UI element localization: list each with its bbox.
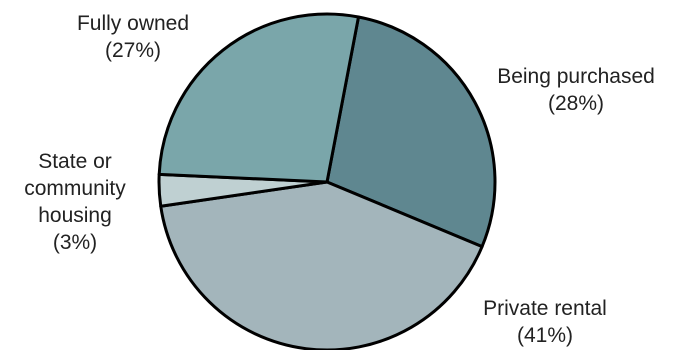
label-private-rental-percent: (41%) bbox=[517, 324, 573, 347]
label-state-line-2: community bbox=[24, 177, 126, 200]
label-being-purchased-percent: (28%) bbox=[548, 92, 604, 115]
pie-slice-fully-owned bbox=[157, 12, 360, 184]
pie-slice-private-rental bbox=[159, 180, 484, 350]
label-fully-owned: Fully owned (27%) bbox=[77, 12, 189, 62]
label-private-rental-name: Private rental bbox=[483, 297, 607, 320]
label-fully-owned-percent: (27%) bbox=[105, 39, 161, 62]
label-state-line-1: State or bbox=[38, 150, 112, 173]
label-private-rental: Private rental (41%) bbox=[483, 297, 607, 347]
label-being-purchased: Being purchased (28%) bbox=[497, 65, 655, 115]
label-state-percent: (3%) bbox=[53, 231, 97, 254]
label-state-community-housing: State or community housing (3%) bbox=[24, 150, 126, 254]
pie-slices bbox=[157, 12, 497, 350]
pie-slice-being-purchased bbox=[325, 15, 497, 249]
label-fully-owned-name: Fully owned bbox=[77, 12, 189, 35]
label-state-line-3: housing bbox=[38, 204, 112, 227]
label-being-purchased-name: Being purchased bbox=[497, 65, 655, 88]
